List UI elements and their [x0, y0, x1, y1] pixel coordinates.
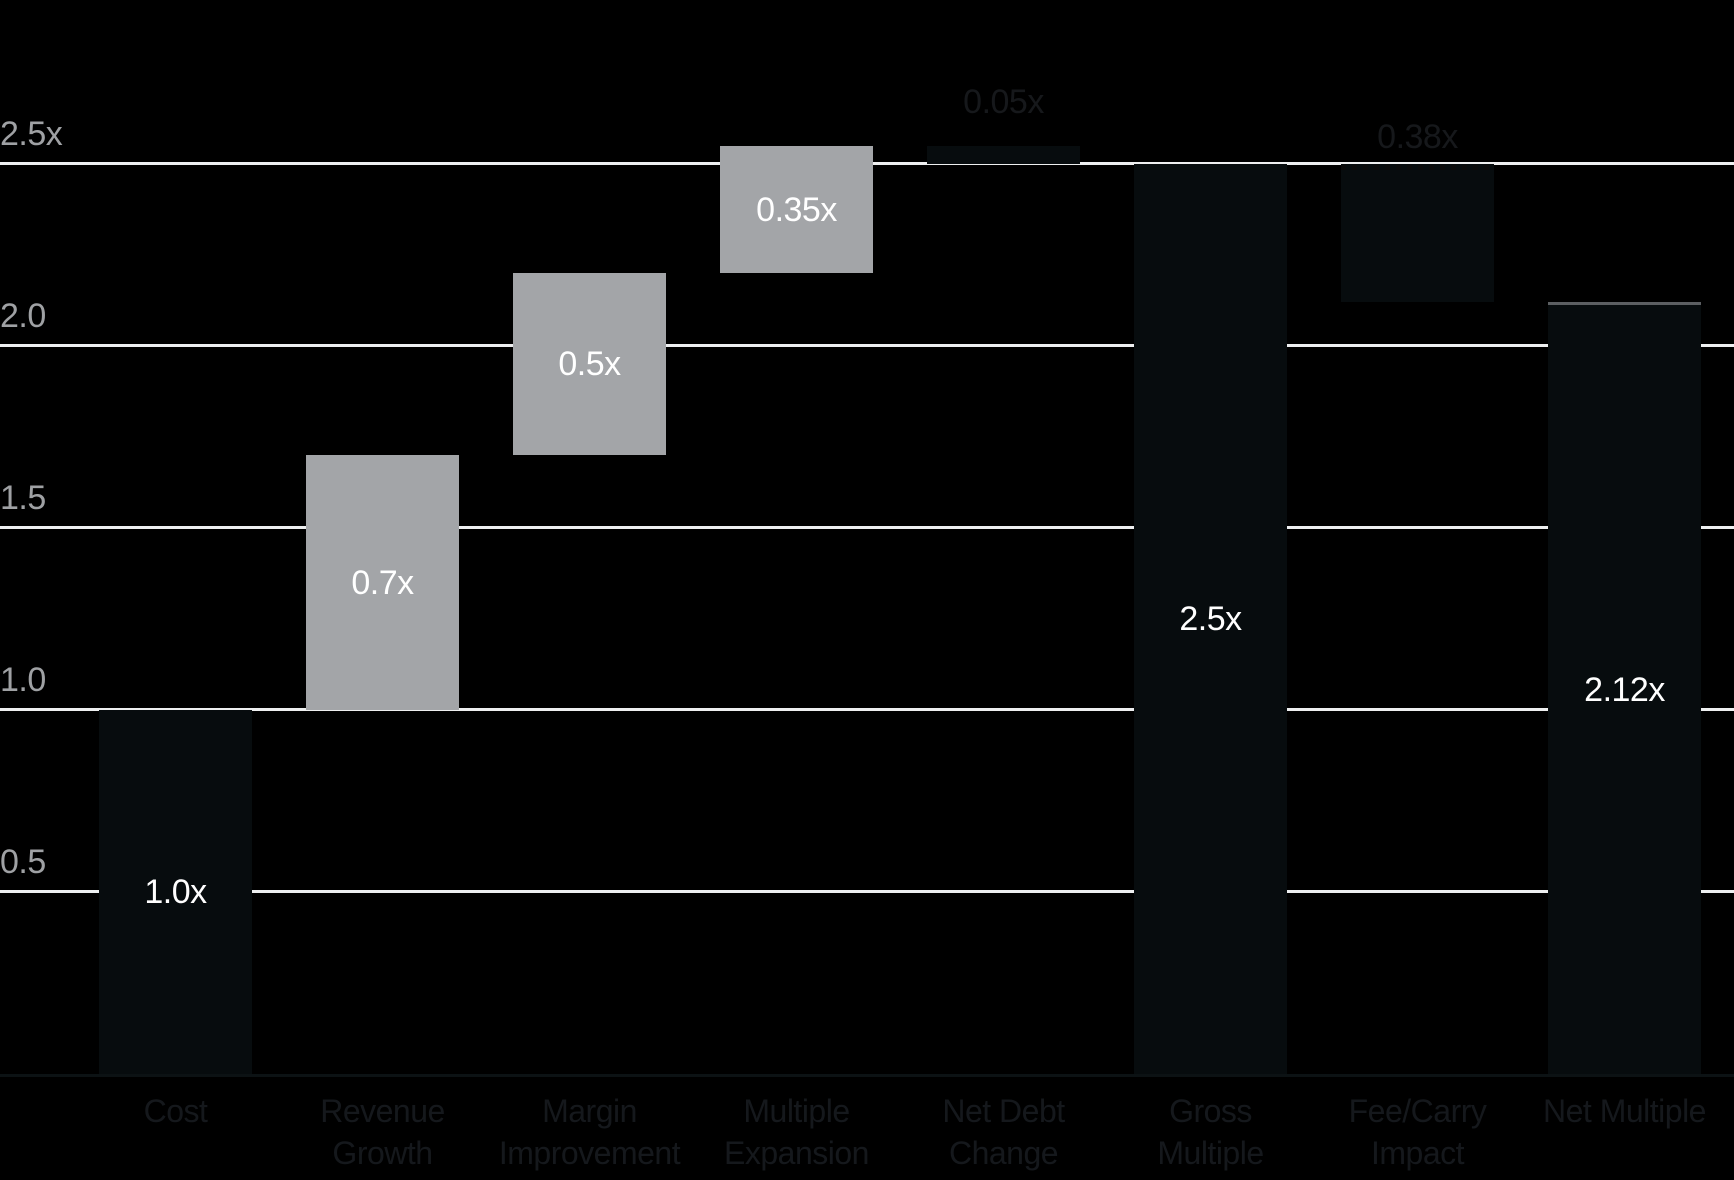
category-label-line: Growth: [332, 1135, 433, 1171]
category-label-line: Multiple: [1157, 1135, 1264, 1171]
category-label-margin-improvement: Margin Improvement: [470, 1090, 710, 1174]
y-axis-tick-label: 0.5: [0, 843, 46, 881]
gridline-1.0: [0, 708, 1734, 711]
y-axis-tick-label: 2.0: [0, 297, 46, 335]
category-label-fee-carry-impact: Fee/Carry Impact: [1298, 1090, 1538, 1174]
bar-gross-multiple: 2.5x: [1134, 164, 1287, 1074]
category-label-multiple-expansion: Multiple Expansion: [677, 1090, 917, 1174]
bar-multiple-expansion: 0.35x: [720, 146, 873, 273]
gridline-2.0: [0, 344, 1734, 347]
dashed-bar-top-edge: [1341, 165, 1494, 170]
category-label-gross-multiple: Gross Multiple: [1091, 1090, 1331, 1174]
bar-value-label: 0.35x: [756, 190, 837, 229]
bar-cost: 1.0x: [99, 710, 252, 1074]
gridline-0.5: [0, 890, 1734, 893]
bar-value-label: 0.5x: [558, 345, 621, 383]
category-label-line: Cost: [143, 1093, 208, 1129]
category-label-cost: Cost: [56, 1090, 296, 1132]
category-label-net-debt-change: Net Debt Change: [884, 1090, 1124, 1174]
category-label-net-multiple: Net Multiple: [1505, 1090, 1734, 1132]
bar-value-label: 0.05x: [963, 83, 1044, 121]
y-axis-tick-label: 1.5: [0, 479, 46, 517]
bar-fee-carry-impact: [1341, 164, 1494, 302]
category-label-line: Improvement: [498, 1135, 681, 1171]
category-label-line: Change: [948, 1135, 1059, 1171]
gridline-1.5: [0, 526, 1734, 529]
category-label-line: Fee/Carry: [1348, 1093, 1487, 1129]
category-label-line: Gross: [1169, 1093, 1252, 1129]
category-label-line: Margin: [542, 1093, 637, 1129]
category-label-line: Impact: [1370, 1135, 1465, 1171]
x-axis-line: [0, 1074, 1734, 1077]
bar-revenue-growth: 0.7x: [306, 455, 459, 710]
y-axis-tick-label: 1.0: [0, 661, 46, 699]
category-label-line: Expansion: [724, 1135, 869, 1171]
category-label-revenue-growth: Revenue Growth: [263, 1090, 503, 1174]
bar-net-multiple: 2.12x: [1548, 302, 1701, 1074]
bar-value-label: 2.12x: [1584, 670, 1665, 709]
bar-value-label: 2.5x: [1179, 600, 1242, 638]
y-axis-tick-label: 2.5x: [0, 115, 63, 153]
category-label-line: Revenue: [320, 1093, 445, 1129]
bar-net-debt-change: [927, 146, 1080, 164]
bar-margin-improvement: 0.5x: [513, 273, 666, 455]
category-label-line: Multiple: [743, 1093, 850, 1129]
category-label-line: Net Debt: [942, 1093, 1065, 1129]
bar-value-label: 0.38x: [1377, 118, 1458, 156]
bar-value-label: 0.7x: [351, 563, 414, 602]
bar-value-label: 1.0x: [144, 873, 207, 911]
category-label-line: Net Multiple: [1543, 1093, 1706, 1129]
